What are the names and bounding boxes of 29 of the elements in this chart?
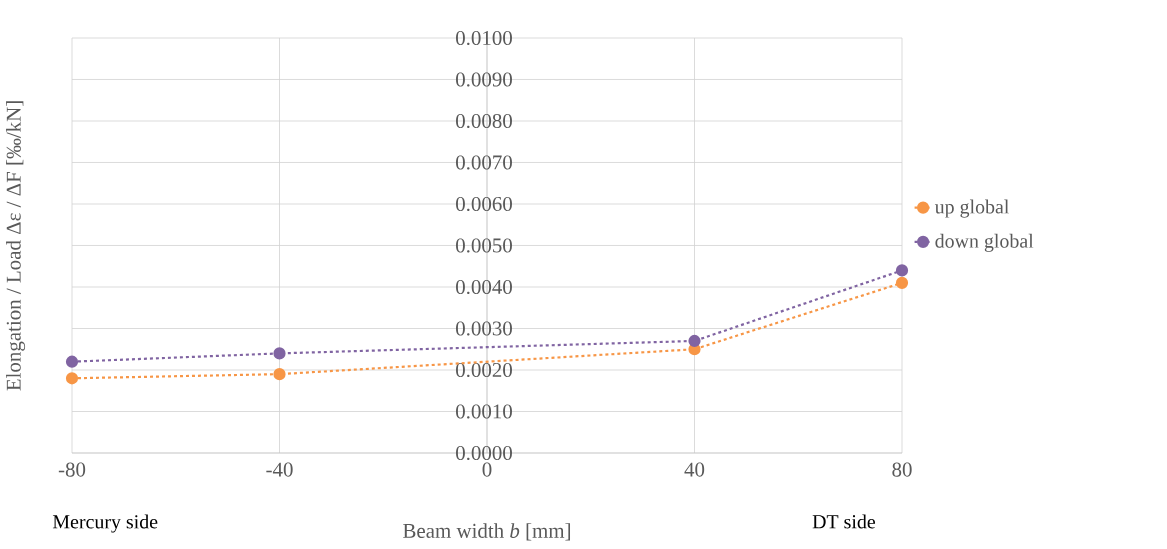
x-tick-label: 40 (684, 462, 705, 477)
x-tick-label: -80 (58, 462, 86, 477)
y-axis-title: Elongation / Load Δε / ΔF [‰/kN] (6, 101, 26, 391)
x-tick-label: 0 (482, 462, 492, 477)
x-tick-label: -40 (266, 462, 293, 477)
legend-label: up global (934, 199, 1009, 218)
point (895, 276, 909, 289)
y-tick-label: 0.0040 (456, 279, 512, 295)
y-tick-label: 0.0080 (456, 113, 512, 129)
y-tick-label: 0.0050 (456, 238, 512, 253)
y-tick-label: 0.0060 (456, 196, 512, 212)
point (65, 355, 79, 368)
point (895, 264, 909, 277)
y-tick-label: 0.0090 (456, 72, 512, 87)
point (65, 372, 79, 385)
text: Mercury side (52, 514, 158, 533)
point (273, 347, 286, 360)
point (273, 368, 286, 381)
y-tick-label: 0.0030 (456, 321, 512, 336)
y-tick-label: 0.0000 (456, 445, 512, 461)
legend-label: down global (935, 233, 1034, 252)
y-tick-label: 0.0020 (456, 362, 512, 378)
y-tick-label: 0.0010 (456, 404, 512, 419)
point (688, 334, 701, 348)
x-axis-title: Beam width b [mm] (403, 523, 571, 541)
x-tick-label: 80 (892, 462, 912, 477)
text: DT side (812, 514, 876, 529)
y-tick-label: 0.0070 (456, 155, 512, 170)
y-tick-label: 0.0100 (456, 30, 512, 46)
